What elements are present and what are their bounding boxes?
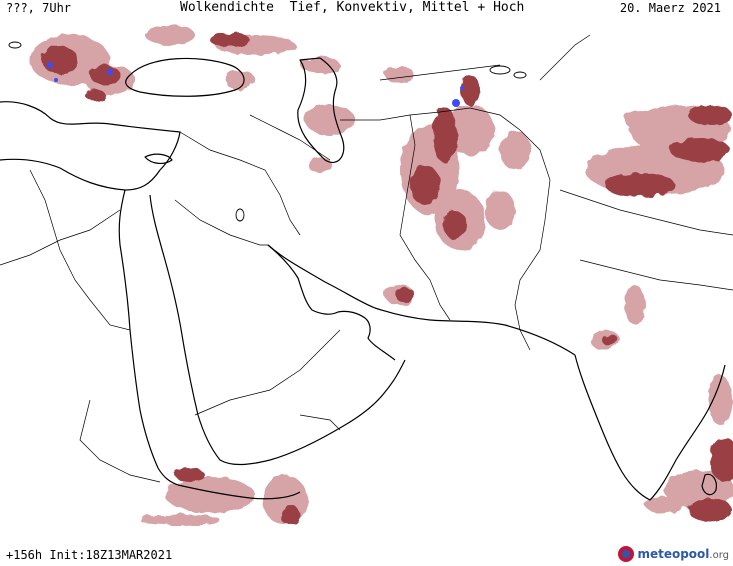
country-borders-layer: [0, 34, 733, 483]
precipitation-layer: [47, 62, 464, 107]
map-title: Wolkendichte Tief, Konvektiv, Mittel + H…: [180, 0, 525, 15]
coastline-layer: [0, 57, 726, 501]
meteopool-logo[interactable]: meteopool.org: [618, 544, 729, 564]
map-header: ???, 7Uhr Wolkendichte Tief, Konvektiv, …: [0, 0, 733, 20]
lakes-islands-layer: [8, 41, 527, 222]
forecast-time-label: ???, 7Uhr: [6, 1, 72, 15]
map-footer: +156h Init:18Z13MAR2021 meteopool.org: [0, 540, 733, 566]
weather-map: [0, 25, 733, 526]
meteopool-logo-icon: [618, 546, 635, 562]
logo-domain: .org: [709, 550, 729, 561]
model-run-info: +156h Init:18Z13MAR2021: [6, 548, 173, 562]
logo-name: meteopool: [637, 547, 710, 561]
forecast-date: 20. Maerz 2021: [619, 1, 721, 15]
cloud-cover-layer: [30, 25, 733, 526]
